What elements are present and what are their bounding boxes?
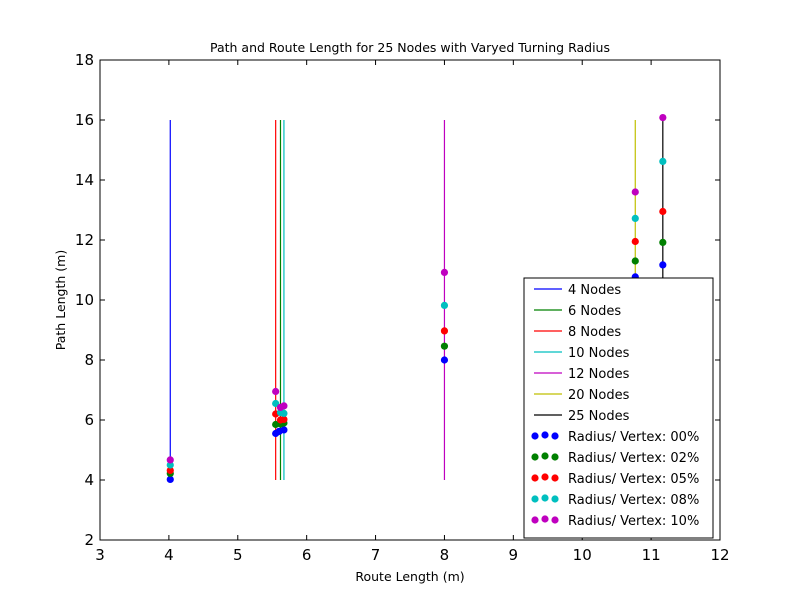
legend-marker-4-0 [531,516,539,524]
legend-line-label-2: 8 Nodes [568,325,621,340]
legend-marker-0-1 [541,431,549,439]
legend-marker-2-0 [531,474,539,482]
y-tick-label-3: 8 [84,351,94,369]
point-s0-0 [166,475,174,483]
legend-marker-0-2 [551,432,559,440]
legend-marker-1-2 [551,453,559,461]
x-axis-label: Route Length (m) [355,569,464,584]
point-s4-0 [166,456,174,464]
point-s4-3 [280,402,288,410]
chart-title: Path and Route Length for 25 Nodes with … [210,40,610,55]
x-tick-label-9: 12 [710,546,729,564]
legend-box [523,277,714,539]
y-tick-label-5: 12 [75,231,94,249]
point-s1-5 [631,257,639,265]
point-s3-3 [280,409,288,417]
point-s1-4 [440,342,449,350]
point-s3-4 [440,301,449,309]
legend-series-label-3: Radius/ Vertex: 08% [568,493,699,508]
legend-line-label-3: 10 Nodes [568,346,630,361]
legend-marker-3-2 [551,495,559,503]
x-tick-label-7: 10 [573,546,592,564]
legend-marker-3-0 [531,495,539,503]
legend-marker-3-1 [541,494,549,502]
plot-frame [99,59,721,541]
legend: 4 Nodes 6 Nodes 8 Nodes 10 Nodes 12 Nodes 20 … [523,277,714,539]
legend-series-label-1: Radius/ Vertex: 02% [568,451,699,466]
x-tick-label-3: 6 [302,546,312,564]
point-s2-3 [280,415,288,423]
axis-ticks: 3 4 5 6 7 8 9 10 11 12 2 4 6 8 10 12 14 16 18 [75,51,730,564]
legend-series-label-4: Radius/ Vertex: 10% [568,514,699,529]
point-s1-6 [659,238,667,246]
point-s0-4 [440,356,449,364]
point-s3-1 [272,399,280,408]
y-tick-label-1: 4 [84,471,94,489]
point-s4-4 [440,268,449,276]
y-axis-label: Path Length (m) [53,250,68,350]
x-tick-label-2: 5 [233,546,243,564]
legend-marker-1-0 [531,453,539,461]
point-s4-6 [659,114,667,122]
y-tick-label-6: 14 [75,171,94,189]
point-s2-5 [631,237,639,246]
point-s0-3 [280,426,288,434]
x-tick-label-4: 7 [371,546,381,564]
point-s4-5 [631,188,639,196]
x-tick-label-8: 11 [642,546,661,564]
legend-line-label-4: 12 Nodes [568,367,630,382]
y-tick-label-4: 10 [75,291,94,309]
point-s0-6 [659,261,667,269]
legend-series-label-2: Radius/ Vertex: 05% [568,472,699,487]
point-s2-0 [166,466,174,474]
point-s2-4 [440,327,449,335]
point-s3-5 [631,214,639,222]
y-tick-label-8: 18 [75,51,94,69]
x-tick-label-1: 4 [164,546,174,564]
legend-marker-2-1 [541,473,549,481]
point-s3-0 [166,461,174,469]
x-tick-label-6: 9 [509,546,519,564]
x-tick-label-5: 8 [440,546,450,564]
legend-marker-2-2 [551,474,559,482]
x-tick-label-0: 3 [95,546,105,564]
legend-marker-0-0 [531,432,539,440]
point-s4-1 [272,387,280,396]
plot-area [166,114,667,483]
legend-line-label-5: 20 Nodes [568,388,630,403]
legend-line-label-0: 4 Nodes [568,283,621,298]
point-s3-6 [659,157,667,165]
legend-series-label-0: Radius/ Vertex: 00% [568,430,699,445]
y-tick-label-0: 2 [84,531,94,549]
legend-line-label-6: 25 Nodes [568,409,630,424]
legend-marker-4-2 [551,516,559,524]
point-s2-6 [659,207,667,216]
y-tick-label-7: 16 [75,111,94,129]
legend-line-label-1: 6 Nodes [568,304,621,319]
y-tick-label-2: 6 [84,411,94,429]
legend-marker-4-1 [541,515,549,523]
legend-marker-1-1 [541,452,549,460]
